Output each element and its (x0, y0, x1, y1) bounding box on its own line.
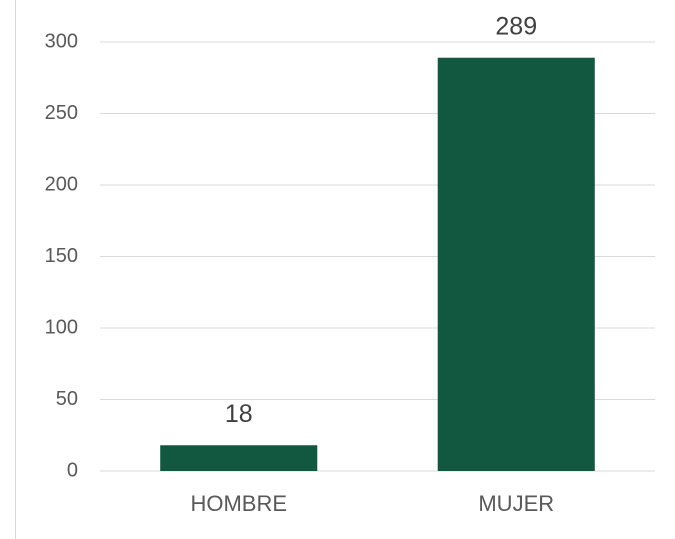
y-tick-label: 50 (56, 388, 78, 410)
bar (437, 57, 595, 471)
data-label: 18 (225, 400, 253, 428)
y-tick-label: 300 (45, 30, 78, 52)
x-tick-label: MUJER (478, 491, 554, 516)
y-tick-label: 150 (45, 245, 78, 267)
x-tick-label: HOMBRE (190, 491, 287, 516)
bar (160, 445, 318, 471)
y-tick-label: 200 (45, 173, 78, 195)
y-tick-label: 0 (67, 459, 78, 481)
y-tick-label: 250 (45, 102, 78, 124)
data-label: 289 (495, 12, 537, 40)
y-tick-label: 100 (45, 316, 78, 338)
